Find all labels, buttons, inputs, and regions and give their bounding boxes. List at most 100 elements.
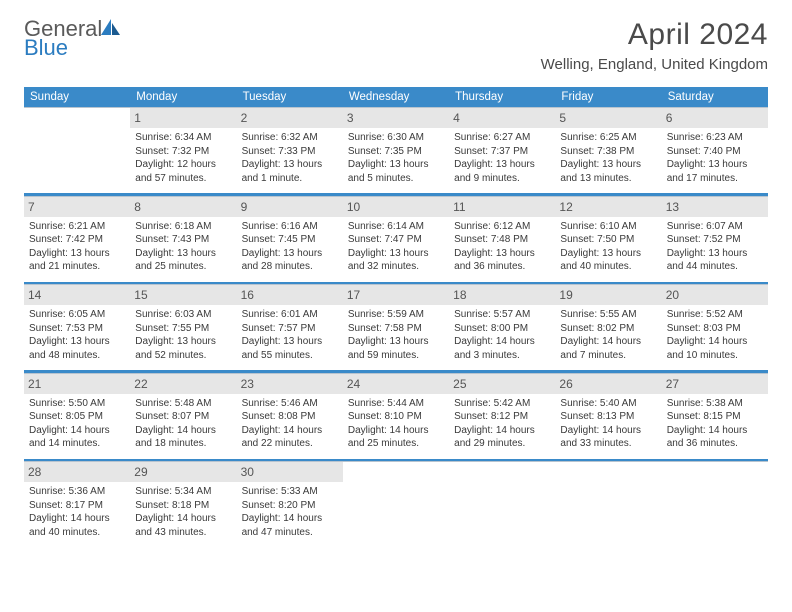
day-number: 29 bbox=[130, 462, 236, 482]
day-sunset: Sunset: 7:32 PM bbox=[135, 145, 231, 159]
day-cell: 13Sunrise: 6:07 AMSunset: 7:52 PMDayligh… bbox=[662, 196, 768, 282]
day-sunset: Sunset: 7:40 PM bbox=[667, 145, 763, 159]
day-daylight1: Daylight: 13 hours bbox=[135, 335, 231, 349]
day-sunrise: Sunrise: 5:38 AM bbox=[667, 397, 763, 411]
day-daylight1: Daylight: 12 hours bbox=[135, 158, 231, 172]
day-sunset: Sunset: 7:37 PM bbox=[454, 145, 550, 159]
day-daylight1: Daylight: 13 hours bbox=[242, 158, 338, 172]
day-daylight1: Daylight: 14 hours bbox=[560, 335, 656, 349]
title-block: April 2024 Welling, England, United King… bbox=[541, 18, 768, 73]
day-sunrise: Sunrise: 6:18 AM bbox=[135, 220, 231, 234]
day-number: 3 bbox=[343, 108, 449, 128]
day-sunset: Sunset: 7:55 PM bbox=[135, 322, 231, 336]
day-number: 16 bbox=[237, 285, 343, 305]
day-sunrise: Sunrise: 6:12 AM bbox=[454, 220, 550, 234]
month-title: April 2024 bbox=[541, 18, 768, 52]
day-sunset: Sunset: 7:47 PM bbox=[348, 233, 444, 247]
day-daylight2: and 25 minutes. bbox=[135, 260, 231, 274]
day-cell: 24Sunrise: 5:44 AMSunset: 8:10 PMDayligh… bbox=[343, 373, 449, 459]
day-sunset: Sunset: 8:07 PM bbox=[135, 410, 231, 424]
day-sunset: Sunset: 8:02 PM bbox=[560, 322, 656, 336]
day-sunrise: Sunrise: 5:46 AM bbox=[242, 397, 338, 411]
day-daylight1: Daylight: 13 hours bbox=[135, 247, 231, 261]
day-daylight2: and 43 minutes. bbox=[135, 526, 231, 540]
day-sunrise: Sunrise: 5:36 AM bbox=[29, 485, 125, 499]
day-cell: 28 Sunrise: 5:36 AMSunset: 8:17 PMDayligh… bbox=[24, 461, 130, 547]
day-sunrise: Sunrise: 6:21 AM bbox=[29, 220, 125, 234]
day-number: 30 bbox=[237, 462, 343, 482]
day-daylight2: and 7 minutes. bbox=[560, 349, 656, 363]
weekday-header: Thursday bbox=[449, 87, 555, 107]
day-number: 7 bbox=[24, 197, 130, 217]
day-number: 12 bbox=[555, 197, 661, 217]
weekday-header: Friday bbox=[555, 87, 661, 107]
day-daylight2: and 29 minutes. bbox=[454, 437, 550, 451]
day-sunrise: Sunrise: 6:03 AM bbox=[135, 308, 231, 322]
day-cell: 14Sunrise: 6:05 AMSunset: 7:53 PMDayligh… bbox=[24, 284, 130, 370]
calendar-grid: 1Sunrise: 6:34 AMSunset: 7:32 PMDaylight… bbox=[24, 107, 768, 547]
day-daylight2: and 3 minutes. bbox=[454, 349, 550, 363]
day-sunrise: Sunrise: 6:23 AM bbox=[667, 131, 763, 145]
day-sunset: Sunset: 8:15 PM bbox=[667, 410, 763, 424]
day-sunrise: Sunrise: 6:16 AM bbox=[242, 220, 338, 234]
day-daylight1: Daylight: 14 hours bbox=[242, 424, 338, 438]
day-sunrise: Sunrise: 5:40 AM bbox=[560, 397, 656, 411]
day-sunset: Sunset: 7:43 PM bbox=[135, 233, 231, 247]
day-cell: 20Sunrise: 5:52 AMSunset: 8:03 PMDayligh… bbox=[662, 284, 768, 370]
day-cell bbox=[555, 461, 661, 547]
day-daylight1: Daylight: 13 hours bbox=[560, 247, 656, 261]
day-number: 14 bbox=[24, 285, 130, 305]
day-sunset: Sunset: 7:45 PM bbox=[242, 233, 338, 247]
day-sunrise: Sunrise: 6:14 AM bbox=[348, 220, 444, 234]
day-number: 28 bbox=[24, 462, 130, 482]
day-sunset: Sunset: 7:52 PM bbox=[667, 233, 763, 247]
day-cell: 9Sunrise: 6:16 AMSunset: 7:45 PMDaylight… bbox=[237, 196, 343, 282]
day-cell: 1 Sunrise: 6:34 AMSunset: 7:32 PMDaylight… bbox=[130, 107, 236, 193]
day-cell: 4Sunrise: 6:27 AMSunset: 7:37 PMDaylight… bbox=[449, 107, 555, 193]
day-daylight1: Daylight: 14 hours bbox=[135, 424, 231, 438]
day-cell: 10Sunrise: 6:14 AMSunset: 7:47 PMDayligh… bbox=[343, 196, 449, 282]
day-daylight2: and 33 minutes. bbox=[560, 437, 656, 451]
day-sunrise: Sunrise: 6:25 AM bbox=[560, 131, 656, 145]
day-sunrise: Sunrise: 6:10 AM bbox=[560, 220, 656, 234]
day-cell bbox=[343, 461, 449, 547]
day-daylight1: Daylight: 14 hours bbox=[454, 335, 550, 349]
day-sunset: Sunset: 8:17 PM bbox=[29, 499, 125, 513]
day-sunrise: Sunrise: 5:48 AM bbox=[135, 397, 231, 411]
day-daylight2: and 47 minutes. bbox=[242, 526, 338, 540]
day-daylight2: and 10 minutes. bbox=[667, 349, 763, 363]
day-daylight2: and 36 minutes. bbox=[667, 437, 763, 451]
day-cell: 7Sunrise: 6:21 AMSunset: 7:42 PMDaylight… bbox=[24, 196, 130, 282]
day-daylight2: and 40 minutes. bbox=[560, 260, 656, 274]
day-sunset: Sunset: 8:20 PM bbox=[242, 499, 338, 513]
day-sunset: Sunset: 8:08 PM bbox=[242, 410, 338, 424]
day-sunrise: Sunrise: 5:59 AM bbox=[348, 308, 444, 322]
day-daylight2: and 28 minutes. bbox=[242, 260, 338, 274]
day-sunrise: Sunrise: 5:33 AM bbox=[242, 485, 338, 499]
day-daylight2: and 40 minutes. bbox=[29, 526, 125, 540]
day-cell: 18Sunrise: 5:57 AMSunset: 8:00 PMDayligh… bbox=[449, 284, 555, 370]
day-daylight1: Daylight: 14 hours bbox=[29, 512, 125, 526]
day-daylight1: Daylight: 14 hours bbox=[454, 424, 550, 438]
day-number: 20 bbox=[662, 285, 768, 305]
day-sunrise: Sunrise: 5:55 AM bbox=[560, 308, 656, 322]
header: General Blue April 2024 Welling, England… bbox=[0, 0, 792, 79]
day-number: 1 bbox=[130, 108, 236, 128]
day-number: 17 bbox=[343, 285, 449, 305]
day-sunset: Sunset: 7:57 PM bbox=[242, 322, 338, 336]
day-number: 9 bbox=[237, 197, 343, 217]
day-number: 8 bbox=[130, 197, 236, 217]
day-sunrise: Sunrise: 6:32 AM bbox=[242, 131, 338, 145]
day-daylight2: and 48 minutes. bbox=[29, 349, 125, 363]
day-sunrise: Sunrise: 6:34 AM bbox=[135, 131, 231, 145]
day-daylight1: Daylight: 13 hours bbox=[242, 335, 338, 349]
day-sunset: Sunset: 7:48 PM bbox=[454, 233, 550, 247]
logo: General Blue bbox=[24, 18, 122, 59]
day-cell bbox=[24, 107, 130, 193]
day-cell: 15Sunrise: 6:03 AMSunset: 7:55 PMDayligh… bbox=[130, 284, 236, 370]
day-sunset: Sunset: 8:03 PM bbox=[667, 322, 763, 336]
day-number: 26 bbox=[555, 374, 661, 394]
day-sunrise: Sunrise: 5:34 AM bbox=[135, 485, 231, 499]
day-daylight2: and 18 minutes. bbox=[135, 437, 231, 451]
day-cell: 11Sunrise: 6:12 AMSunset: 7:48 PMDayligh… bbox=[449, 196, 555, 282]
